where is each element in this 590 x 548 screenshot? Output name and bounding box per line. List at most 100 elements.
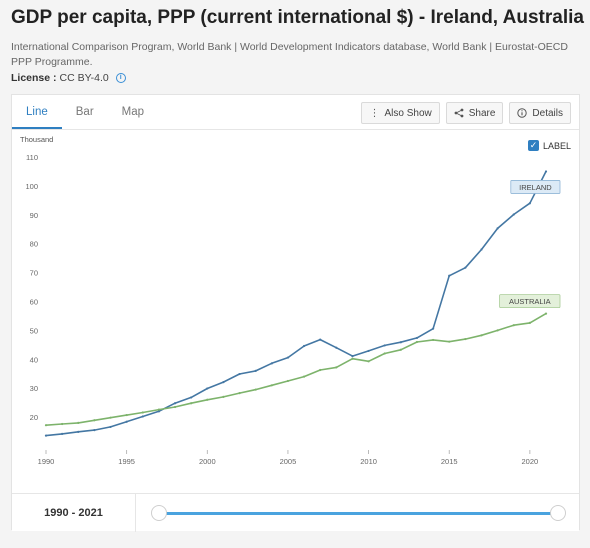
australia-data-point [464,337,467,341]
australia-data-point [109,416,112,419]
ireland-data-point [141,415,144,418]
time-range-bar: 1990 - 2021 [12,493,579,532]
australia-data-point [528,321,531,324]
australia-data-point [270,384,273,387]
australia-data-point [351,357,354,360]
y-tick-label: 110 [26,153,38,162]
australia-data-point [383,352,386,355]
y-axis-unit-label: Thousand [20,135,53,144]
chart-card: Line Bar Map ⋮ Also Show Share Details ✓ [11,94,580,532]
data-sources: International Comparison Program, World … [11,41,568,68]
australia-data-point [254,388,257,391]
x-tick-label: 2010 [360,457,377,466]
tab-map[interactable]: Map [121,106,145,118]
y-tick-label: 100 [25,182,38,191]
australia-data-point [544,312,548,315]
share-icon [454,108,464,118]
license-value[interactable]: CC BY-4.0 [59,72,109,84]
australia-data-point [190,402,193,405]
australia-data-point [93,419,96,422]
y-tick-label: 20 [30,413,38,422]
also-show-label: Also Show [384,107,432,119]
australia-data-point [157,408,161,411]
ireland-data-point [302,344,306,348]
ireland-data-point [44,434,48,437]
australia-label-box [499,294,561,309]
license-info: License : CC BY-4.0 i [11,72,126,84]
ireland-data-point [157,410,161,413]
ireland-data-point [125,420,128,423]
range-end-handle[interactable] [550,505,566,521]
license-label: License : [11,72,57,84]
range-start-handle[interactable] [151,505,167,521]
australia-data-point [448,340,451,343]
ireland-data-point [512,213,515,216]
australia-data-point [302,375,306,378]
ireland-data-point [383,344,386,347]
ireland-data-point [206,387,209,390]
y-tick-label: 90 [30,211,38,220]
ireland-data-point [93,429,96,432]
x-tick-label: 2005 [280,457,297,466]
tab-bar[interactable]: Bar [75,106,94,118]
australia-data-point [319,368,322,372]
australia-data-point [431,338,435,342]
ireland-data-point [399,341,402,344]
australia-data-point [173,405,177,409]
ireland-data-point [61,432,64,435]
share-label: Share [468,107,496,119]
y-tick-label: 70 [30,269,38,278]
info-icon[interactable]: i [115,73,126,83]
y-tick-label: 30 [30,384,38,393]
share-button[interactable]: Share [445,102,504,124]
ireland-label-box [510,180,561,194]
australia-data-point [222,395,225,398]
ireland-series-label: IRELAND [519,183,552,192]
australia-data-point [512,324,515,327]
y-tick-label: 80 [30,240,38,249]
ireland-data-point [480,248,483,251]
ireland-data-point [351,355,354,358]
x-tick-label: 2000 [199,457,216,466]
details-button[interactable]: Details [509,102,571,124]
ireland-data-point [415,336,419,340]
ireland-data-point [335,346,338,349]
ireland-data-point [238,372,241,376]
tabs-divider [12,129,579,130]
info-circle-icon [517,108,528,118]
tab-line[interactable]: Line [12,95,62,129]
line-chart: Thousand 20 30 40 50 60 70 80 90 100 110 1990 1995 20… [20,135,561,466]
more-vertical-icon: ⋮ [369,107,380,119]
australia-data-point [480,334,483,337]
x-tick-label: 2020 [522,457,539,466]
range-label: 1990 - 2021 [12,494,136,532]
australia-data-point [415,340,419,344]
range-slider-track[interactable] [162,512,558,515]
x-tick-label: 2015 [441,457,458,466]
label-toggle-text: LABEL [543,140,572,151]
australia-data-point [335,366,338,369]
y-tick-label: 60 [30,298,38,307]
checkbox-checked-icon[interactable]: ✓ [528,140,539,151]
ireland-data-point [431,327,435,330]
label-toggle[interactable]: ✓ LABEL [528,140,571,151]
ireland-data-point [464,266,467,269]
australia-data-point [44,424,48,427]
ireland-data-point [367,349,370,353]
ireland-data-point [254,369,257,372]
x-tick-label: 1995 [118,457,135,466]
x-tick-label: 1990 [38,457,55,466]
y-tick-label: 40 [30,355,38,364]
australia-series-line [45,312,547,426]
ireland-data-point [286,356,290,359]
also-show-button[interactable]: ⋮ Also Show [361,102,440,124]
australia-series-label: AUSTRALIA [509,297,551,306]
australia-data-point [286,379,290,383]
ireland-data-point [528,202,531,205]
page-title: GDP per capita, PPP (current internation… [11,7,584,28]
ireland-data-point [448,274,451,277]
australia-data-point [206,398,209,401]
ireland-data-point [222,381,225,384]
chart-type-tabs: Line Bar Map [12,95,158,129]
ireland-data-point [173,402,177,405]
